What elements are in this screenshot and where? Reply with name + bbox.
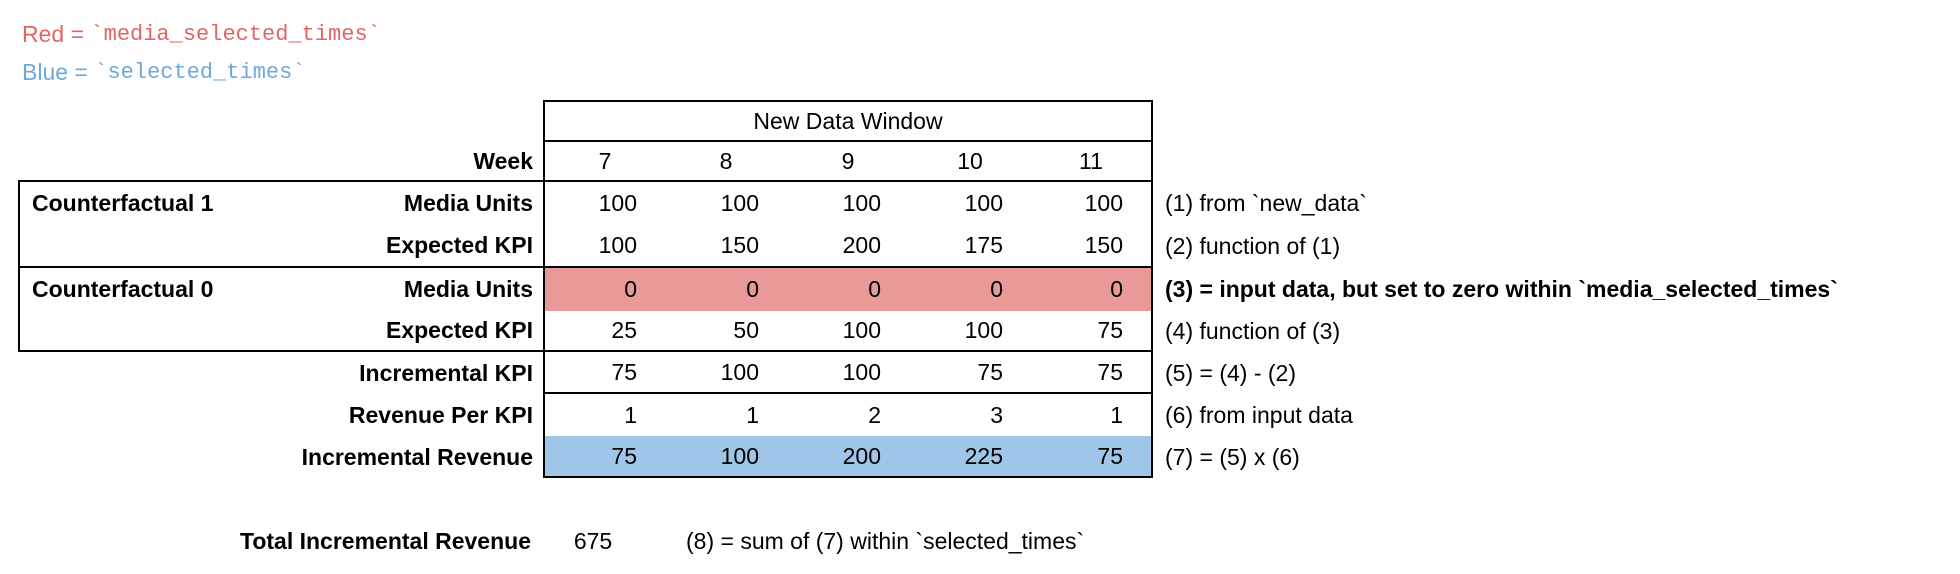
legend-blue-line: Blue = `selected_times` bbox=[22, 53, 381, 91]
color-legend: Red = `media_selected_times` Blue = `sel… bbox=[22, 15, 381, 91]
row-note: (1) from `new_data` bbox=[1165, 190, 1367, 216]
data-cell: 100 bbox=[1031, 182, 1153, 225]
total-value: 675 bbox=[573, 527, 613, 554]
data-cell: 150 bbox=[1031, 225, 1153, 268]
row-label: Incremental Revenue bbox=[301, 443, 533, 470]
week-cell: 11 bbox=[1031, 142, 1153, 182]
row-note: (4) function of (3) bbox=[1165, 318, 1341, 344]
data-cell: 100 bbox=[787, 311, 909, 352]
week-row: Week 7 8 9 10 11 bbox=[18, 142, 1960, 182]
data-cell: 75 bbox=[1031, 311, 1153, 352]
data-cell: 75 bbox=[543, 352, 665, 394]
week-cell: 9 bbox=[787, 142, 909, 182]
data-cell: 150 bbox=[665, 225, 787, 268]
data-cell: 0 bbox=[909, 268, 1031, 311]
data-cell: 225 bbox=[909, 436, 1031, 478]
row-note: (5) = (4) - (2) bbox=[1165, 359, 1296, 386]
row-label: Incremental KPI bbox=[359, 359, 533, 386]
group-label-counterfactual-0: Counterfactual 0 bbox=[32, 276, 214, 302]
row-note: (6) from input data bbox=[1165, 401, 1353, 428]
table-header-row: New Data Window bbox=[18, 100, 1960, 142]
table-row-highlight-blue: Incremental Revenue 75 100 200 225 75 (7… bbox=[18, 436, 1960, 478]
data-cell: 1 bbox=[746, 401, 759, 428]
data-cell: 50 bbox=[665, 311, 787, 352]
legend-red-equals: = bbox=[64, 20, 91, 47]
data-cell: 0 bbox=[543, 268, 665, 311]
legend-blue-name: Blue bbox=[22, 58, 69, 85]
data-cell: 0 bbox=[787, 268, 909, 311]
data-cell: 100 bbox=[543, 182, 665, 225]
data-cell: 100 bbox=[964, 190, 1003, 216]
data-cell: 75 bbox=[543, 436, 665, 478]
legend-blue-code: `selected_times` bbox=[94, 59, 306, 85]
week-cell: 8 bbox=[665, 142, 787, 182]
legend-blue-equals: = bbox=[68, 58, 95, 85]
data-cell: 100 bbox=[665, 352, 787, 394]
table-row: Incremental KPI 75 100 100 75 75 (5) = (… bbox=[18, 352, 1960, 394]
table-row: Expected KPI 100 150 200 175 150 (2) fun… bbox=[18, 225, 1960, 268]
data-cell: 100 bbox=[787, 352, 909, 394]
total-note: (8) = sum of (7) within `selected_times` bbox=[686, 527, 1085, 554]
data-cell: 0 bbox=[665, 268, 787, 311]
data-cell: 2 bbox=[868, 401, 881, 428]
row-label: Revenue Per KPI bbox=[348, 401, 533, 428]
row-label: Media Units bbox=[403, 190, 533, 216]
header-spacer bbox=[18, 100, 543, 142]
table-row: Revenue Per KPI 1 1 2 3 1 (6) from input… bbox=[18, 394, 1960, 436]
data-cell: 25 bbox=[543, 311, 665, 352]
data-cell: 200 bbox=[787, 225, 909, 268]
data-cell: 100 bbox=[842, 190, 881, 216]
data-cell: 100 bbox=[543, 225, 665, 268]
row-note: (3) = input data, but set to zero within… bbox=[1165, 276, 1838, 302]
week-label: Week bbox=[473, 147, 533, 174]
data-cell: 100 bbox=[665, 436, 787, 478]
data-cell: 100 bbox=[720, 190, 759, 216]
row-label: Media Units bbox=[403, 276, 533, 302]
table-row-highlight-red: Counterfactual 0 Media Units 0 0 0 0 0 (… bbox=[18, 268, 1960, 311]
data-cell: 75 bbox=[909, 352, 1031, 394]
table-row: Counterfactual 1 Media Units 100 100 100… bbox=[18, 182, 1960, 225]
row-label: Expected KPI bbox=[386, 232, 533, 258]
week-cell: 7 bbox=[543, 142, 665, 182]
data-cell: 1 bbox=[1031, 394, 1153, 436]
counterfactual-table: New Data Window Week 7 8 9 10 11 Counter… bbox=[18, 100, 1960, 478]
total-row: Total Incremental Revenue 675 (8) = sum … bbox=[18, 523, 1084, 559]
data-cell: 1 bbox=[543, 394, 665, 436]
week-cell: 10 bbox=[909, 142, 1031, 182]
data-cell: 100 bbox=[909, 311, 1031, 352]
data-cell: 0 bbox=[1031, 268, 1153, 311]
group-label-counterfactual-1: Counterfactual 1 bbox=[32, 190, 214, 216]
new-data-window-header: New Data Window bbox=[543, 100, 1153, 142]
data-cell: 75 bbox=[1031, 352, 1153, 394]
data-cell: 200 bbox=[787, 436, 909, 478]
data-cell: 175 bbox=[909, 225, 1031, 268]
total-label: Total Incremental Revenue bbox=[240, 527, 531, 554]
legend-red-line: Red = `media_selected_times` bbox=[22, 15, 381, 53]
row-note: (7) = (5) x (6) bbox=[1165, 443, 1300, 470]
data-cell: 3 bbox=[990, 401, 1003, 428]
table-row: Expected KPI 25 50 100 100 75 (4) functi… bbox=[18, 311, 1960, 352]
row-label: Expected KPI bbox=[386, 317, 533, 343]
row-note: (2) function of (1) bbox=[1165, 233, 1341, 259]
data-cell: 75 bbox=[1031, 436, 1153, 478]
legend-red-name: Red bbox=[22, 20, 65, 47]
legend-red-code: `media_selected_times` bbox=[90, 21, 381, 47]
